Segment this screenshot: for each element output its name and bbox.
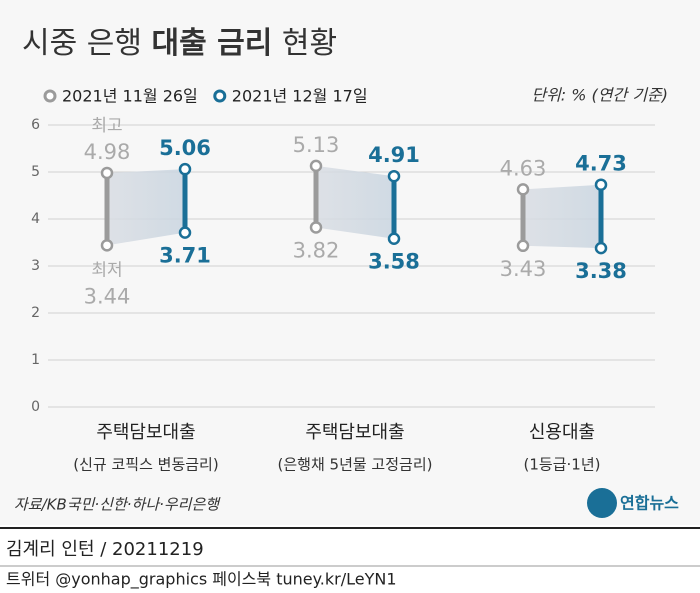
y-tick-label: 5 [31, 164, 40, 180]
value-label: 3.58 [368, 250, 420, 274]
logo: 연합뉴스 [620, 494, 679, 513]
source: 자료/KB국민·신한·하나·우리은행 [14, 496, 221, 514]
value-label: 5.06 [159, 136, 211, 160]
value-label: 4.63 [500, 156, 547, 180]
logo-icon [587, 488, 617, 518]
value-label: 4.91 [368, 143, 420, 167]
legend-marker [213, 89, 227, 103]
annotation: 최고 [91, 116, 122, 136]
x-tick-sublabel: (신규 코픽스 변동금리) [73, 456, 218, 474]
title-part: 현황 [272, 26, 337, 61]
y-tick-label: 1 [31, 352, 40, 368]
high-point [387, 169, 401, 183]
value-label: 4.73 [575, 152, 627, 176]
value-label: 4.98 [84, 140, 131, 164]
annotation: 최저 [91, 260, 122, 280]
legend-label: 2021년 11월 26일 [62, 87, 198, 106]
title-part: 시중 은행 [22, 26, 151, 61]
value-label: 5.13 [293, 133, 340, 157]
value-label: 3.38 [575, 259, 627, 283]
legend-label: 2021년 12월 17일 [232, 87, 368, 106]
value-label: 3.71 [159, 244, 211, 268]
low-point [100, 239, 114, 252]
high-point [100, 166, 114, 180]
low-point [594, 241, 608, 255]
x-tick-label: 주택담보대출 [305, 422, 404, 443]
range-band [523, 184, 601, 249]
chart-title: 시중 은행 대출 금리 현황 [22, 26, 337, 61]
y-tick-label: 6 [31, 117, 40, 133]
high-point [178, 162, 192, 176]
unit-note: 단위: % (연간 기준) [531, 86, 668, 105]
credit: 김계리 인턴 / 20211219 [6, 539, 204, 560]
value-label: 3.82 [293, 238, 340, 262]
value-label: 3.44 [84, 284, 131, 308]
x-tick-label: 신용대출 [529, 422, 595, 443]
low-point [309, 221, 323, 234]
panel [0, 0, 700, 525]
y-tick-label: 3 [31, 258, 40, 274]
y-tick-label: 2 [31, 305, 40, 321]
range-band [316, 165, 394, 239]
legend-marker [43, 89, 57, 103]
title-part: 대출 금리 [151, 26, 272, 61]
low-point [178, 226, 192, 239]
y-tick-label: 4 [31, 211, 40, 227]
x-tick-sublabel: (1등급·1년) [524, 456, 601, 474]
high-point [594, 178, 608, 191]
y-tick-label: 0 [31, 399, 40, 415]
social: 트위터 @yonhap_graphics 페이스북 tuney.kr/LeYN1 [6, 570, 397, 590]
range-band [107, 169, 185, 246]
low-point [516, 239, 530, 253]
high-point [309, 159, 323, 173]
high-point [516, 183, 530, 196]
low-point [387, 232, 401, 245]
value-label: 3.43 [500, 257, 547, 281]
x-tick-sublabel: (은행채 5년물 고정금리) [278, 456, 433, 474]
x-tick-label: 주택담보대출 [96, 422, 195, 443]
